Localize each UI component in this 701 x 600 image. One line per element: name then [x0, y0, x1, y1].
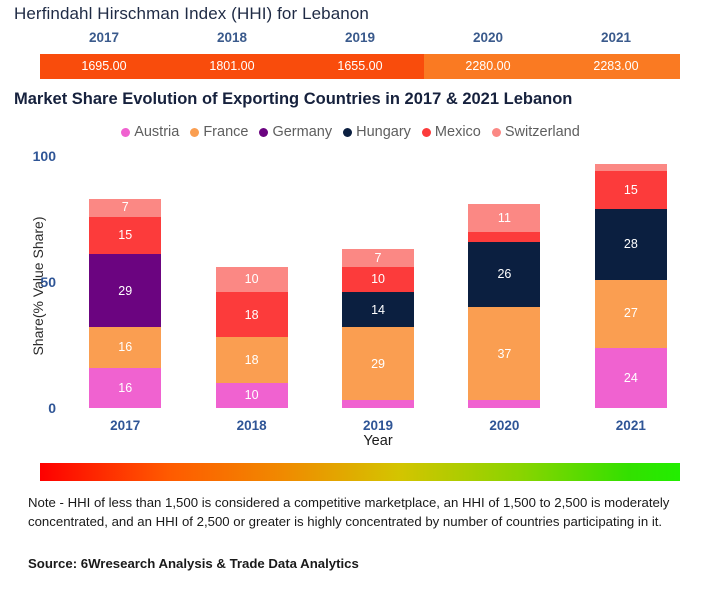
hhi-value-bar: 1695.00 1801.00 1655.00 2280.00 2283.00: [40, 54, 680, 79]
legend-label: Germany: [272, 124, 333, 140]
x-tick-2017: 2017: [110, 418, 141, 433]
x-tick-2021: 2021: [615, 418, 646, 433]
bar-segment-mexico-2021[interactable]: 15: [594, 171, 667, 209]
stacked-bar-group: 16 16 29 15 7 2017 10 18 18 10 2018 29 14 10 7 2019 37 26…: [62, 156, 694, 433]
bar-segment-france-2018[interactable]: 18: [215, 337, 288, 383]
legend-item-germany[interactable]: Germany: [259, 124, 332, 140]
legend-label: Austria: [134, 124, 180, 140]
bar-segment-mexico-2019[interactable]: 10: [342, 266, 415, 293]
source-text: Source: 6Wresearch Analysis & Trade Data…: [28, 556, 359, 571]
stacked-bar-2019[interactable]: 29 14 10 7: [342, 249, 415, 408]
bar-segment-france-2017[interactable]: 16: [89, 327, 162, 368]
y-axis-ticks: 0 50 100: [10, 148, 56, 416]
hhi-year-header-row: 2017 2018 2019 2020 2021: [40, 30, 680, 45]
chart-legend: Austria France Germany Hungary Mexico Switzer…: [0, 124, 701, 140]
concentration-gradient-bar: [40, 463, 680, 481]
bar-segment-austria-2019[interactable]: [342, 400, 415, 408]
hhi-year-2017: 2017: [88, 30, 120, 45]
bar-segment-mexico-2017[interactable]: 15: [89, 216, 162, 255]
bar-segment-hungary-2019[interactable]: 14: [342, 292, 415, 328]
legend-swatch-icon: [121, 127, 131, 137]
stacked-bar-2020[interactable]: 37 26 11: [468, 203, 541, 408]
x-axis-label: Year: [363, 433, 393, 449]
legend-item-switzerland[interactable]: Switzerland: [491, 124, 580, 140]
chart-title: Market Share Evolution of Exporting Coun…: [14, 90, 573, 108]
bar-segment-hungary-2020[interactable]: 26: [468, 241, 541, 308]
bar-segment-switzerland-2020[interactable]: 11: [468, 203, 541, 232]
hhi-value-2018: 1801.00: [168, 54, 296, 79]
legend-swatch-icon: [421, 127, 431, 137]
hhi-value-2019: 1655.00: [296, 54, 424, 79]
x-tick-2018: 2018: [236, 418, 267, 433]
bar-segment-austria-2017[interactable]: 16: [89, 367, 162, 408]
legend-item-mexico[interactable]: Mexico: [421, 124, 481, 140]
legend-label: Switzerland: [504, 124, 580, 140]
legend-item-hungary[interactable]: Hungary: [343, 124, 411, 140]
legend-swatch-icon: [190, 127, 200, 137]
bar-segment-switzerland-2017[interactable]: 7: [89, 198, 162, 217]
legend-swatch-icon: [259, 127, 269, 137]
stacked-bar-2018[interactable]: 10 18 18 10: [215, 266, 288, 408]
hhi-year-2019: 2019: [344, 30, 376, 45]
legend-label: Hungary: [356, 124, 411, 140]
bar-column-2019: 29 14 10 7 2019: [315, 156, 441, 433]
bar-segment-austria-2020[interactable]: [468, 400, 541, 408]
bar-column-2021: 24 27 28 15 2021: [568, 156, 694, 433]
bar-segment-switzerland-2018[interactable]: 10: [215, 266, 288, 293]
bar-segment-hungary-2021[interactable]: 28: [594, 208, 667, 280]
legend-label: Mexico: [434, 124, 481, 140]
bar-segment-france-2020[interactable]: 37: [468, 307, 541, 401]
legend-item-austria[interactable]: Austria: [121, 124, 179, 140]
bar-segment-austria-2021[interactable]: 24: [594, 347, 667, 408]
bar-segment-france-2021[interactable]: 27: [594, 279, 667, 348]
plot-area: 16 16 29 15 7 2017 10 18 18 10 2018 29 14 10 7 2019 37 26…: [62, 156, 694, 433]
stacked-bar-2017[interactable]: 16 16 29 15 7: [89, 198, 162, 408]
hhi-year-2018: 2018: [216, 30, 248, 45]
hhi-title: Herfindahl Hirschman Index (HHI) for Leb…: [14, 4, 369, 23]
bar-column-2020: 37 26 11 2020: [441, 156, 567, 433]
legend-item-france[interactable]: France: [190, 124, 248, 140]
y-tick-0: 0: [48, 400, 56, 416]
hhi-year-2020: 2020: [472, 30, 504, 45]
bar-segment-switzerland-2019[interactable]: 7: [342, 249, 415, 267]
note-text: Note - HHI of less than 1,500 is conside…: [28, 495, 670, 530]
legend-swatch-icon: [343, 127, 353, 137]
hhi-value-2017: 1695.00: [40, 54, 168, 79]
hhi-value-2020: 2280.00: [424, 54, 552, 79]
stacked-bar-2021[interactable]: 24 27 28 15: [594, 163, 667, 408]
plot-area-wrapper: Share(% Value Share) 0 50 100 16 16 29 15 7 201…: [0, 148, 701, 449]
bar-column-2018: 10 18 18 10 2018: [188, 156, 314, 433]
x-tick-2019: 2019: [362, 418, 394, 433]
y-tick-100: 100: [32, 148, 56, 164]
legend-swatch-icon: [491, 127, 501, 137]
y-tick-50: 50: [40, 274, 56, 290]
bar-column-2017: 16 16 29 15 7 2017: [62, 156, 188, 433]
bar-segment-mexico-2018[interactable]: 18: [215, 292, 288, 338]
hhi-value-2021: 2283.00: [552, 54, 680, 79]
hhi-year-2021: 2021: [600, 30, 632, 45]
legend-label: France: [203, 124, 249, 140]
x-tick-2020: 2020: [489, 418, 520, 433]
bar-segment-switzerland-2021[interactable]: [594, 163, 667, 172]
bar-segment-germany-2017[interactable]: 29: [89, 254, 162, 328]
bar-segment-mexico-2020[interactable]: [468, 231, 541, 242]
bar-segment-france-2019[interactable]: 29: [342, 327, 415, 401]
bar-segment-austria-2018[interactable]: 10: [215, 382, 288, 408]
